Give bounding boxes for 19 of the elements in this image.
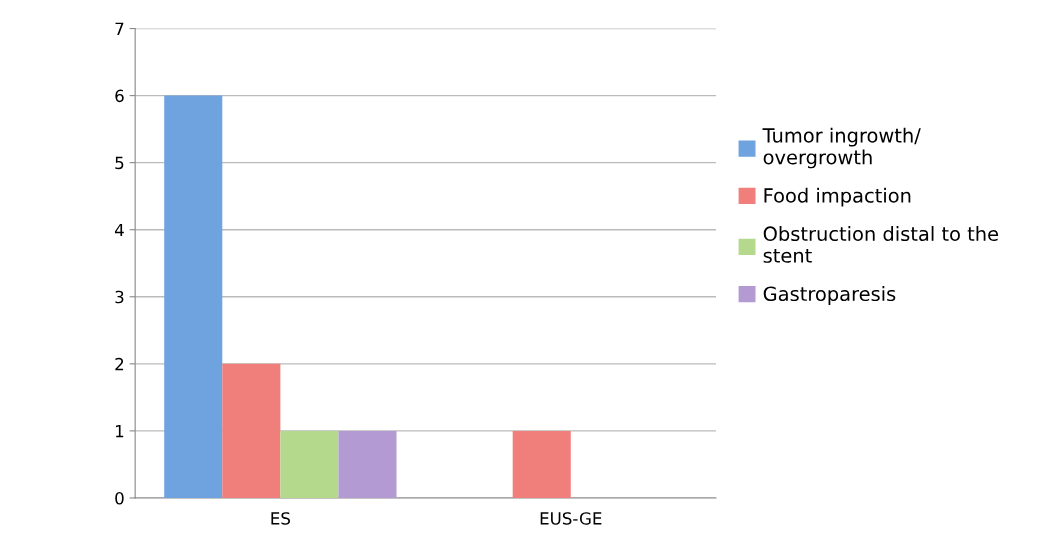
legend-label: Obstruction distal to the stent: [763, 226, 999, 263]
bar: [222, 363, 281, 498]
y-tick-label: 6: [115, 89, 124, 103]
bar: [164, 95, 223, 498]
y-tick-label: 7: [115, 22, 124, 35]
y-tick-label: 4: [114, 223, 124, 237]
bar: [512, 430, 571, 498]
bar: [280, 430, 339, 498]
legend-label: Food impaction: [764, 187, 911, 207]
y-tick-label: 5: [115, 156, 124, 170]
bar: [338, 430, 397, 498]
x-tick-label: EUS-GE: [540, 512, 602, 525]
legend-label: Gastroparesis: [763, 286, 896, 305]
y-tick-label: 0: [115, 491, 124, 505]
y-tick-label: 1: [115, 425, 124, 438]
legend-label: Tumor ingrowth/ overgrowth: [762, 127, 921, 169]
y-tick-label: 2: [115, 357, 124, 371]
y-tick-label: 3: [115, 290, 124, 304]
x-tick-label: ES: [271, 512, 290, 525]
